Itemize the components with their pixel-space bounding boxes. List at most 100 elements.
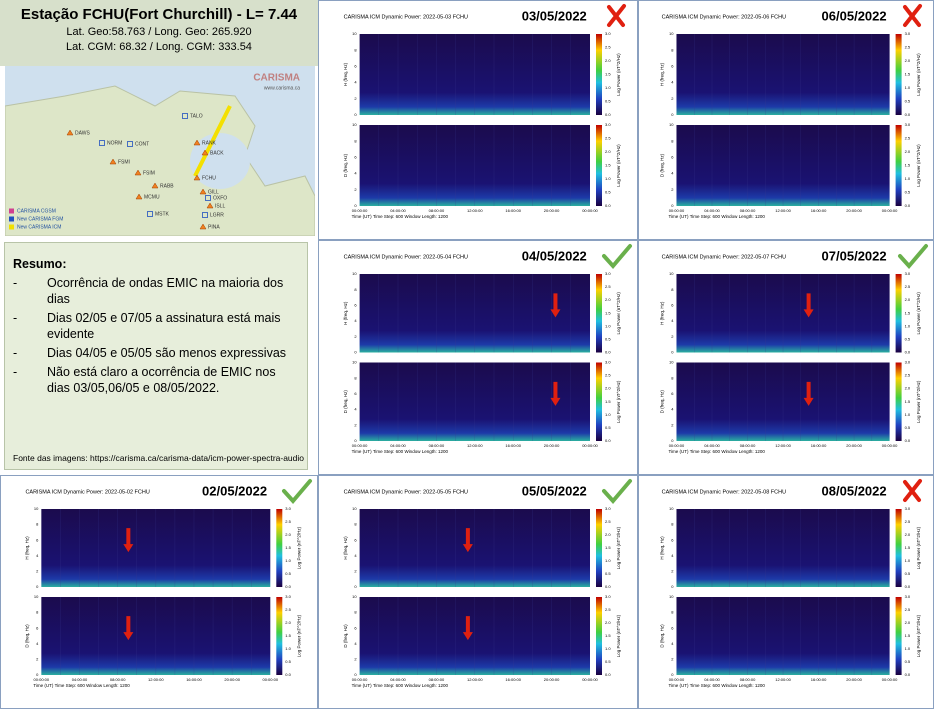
colorbar <box>276 597 283 675</box>
bullet: - <box>13 276 18 290</box>
station-label: RANK <box>202 140 217 146</box>
y-tick: 0 <box>354 112 357 117</box>
colorbar-tick: 1.0 <box>605 176 611 181</box>
colorbar-tick: 3.0 <box>905 122 911 127</box>
y-tick: 6 <box>36 625 39 630</box>
colorbar-tick: 2.5 <box>605 519 611 524</box>
y-axis-title: H (freq, Hz) <box>343 536 348 560</box>
y-axis-title: D (freq, Hz) <box>25 624 30 648</box>
panel-date: 03/05/2022 <box>522 8 587 23</box>
station-marker <box>109 158 117 165</box>
colorbar-tick: 3.0 <box>605 122 611 127</box>
red-arrow <box>803 293 814 318</box>
summary-item: - Não está claro a ocorrência de EMIC nos… <box>13 364 301 396</box>
y-tick: 10 <box>352 271 357 276</box>
x-tick: 12:00:00 <box>148 677 164 682</box>
y-tick: 2 <box>36 568 39 573</box>
station-marker <box>205 195 211 201</box>
item-text: Não está claro a ocorrência de EMIC nos … <box>47 365 276 395</box>
y-tick: 2 <box>354 568 357 573</box>
station-marker <box>127 141 133 147</box>
y-axis-title: H (freq, Hz) <box>343 62 348 86</box>
station-marker <box>99 140 105 146</box>
summary: Resumo: - Ocorrência de ondas EMIC na mai… <box>4 242 308 470</box>
colorbar-tick: 2.5 <box>605 284 611 289</box>
y-tick: 10 <box>669 360 674 365</box>
colorbar-tick: 3.0 <box>605 506 611 511</box>
colorbar <box>895 597 902 675</box>
map: CARISMA www.carisma.ca DAWS NORM CONT TALO R… <box>5 66 315 236</box>
colorbar-tick: 0.0 <box>905 584 911 589</box>
bullet: - <box>13 311 18 325</box>
colorbar-tick: 2.0 <box>905 532 911 537</box>
summary-item: - Ocorrência de ondas EMIC na maioria dos… <box>13 275 301 307</box>
y-tick: 2 <box>671 568 674 573</box>
x-tick: 08:00:00 <box>740 677 756 682</box>
colorbar-tick: 1.5 <box>605 163 611 168</box>
station-label: CONT <box>135 141 149 147</box>
y-tick: 10 <box>352 506 357 511</box>
colorbar-label: Log Power (nT^2/Hz) <box>616 614 621 657</box>
y-axis-title: D (freq, Hz) <box>343 153 348 177</box>
panel-date: 05/05/2022 <box>522 483 587 498</box>
y-tick: 8 <box>671 375 674 380</box>
y-tick: 6 <box>354 63 357 68</box>
colorbar-tick: 2.5 <box>605 607 611 612</box>
y-tick: 4 <box>671 407 674 412</box>
y-tick: 10 <box>669 271 674 276</box>
colorbar-tick: 0.5 <box>905 425 911 430</box>
colorbar-tick: 2.5 <box>905 45 911 50</box>
station-marker <box>66 129 74 136</box>
y-axis-title: D (freq, Hz) <box>660 624 665 648</box>
x-tick: 12:00:00 <box>467 208 483 213</box>
check-mark <box>282 479 312 505</box>
y-tick: 6 <box>354 537 357 542</box>
colorbar-tick: 1.0 <box>905 176 911 181</box>
item-text: Dias 02/05 e 07/05 a assinatura está mai… <box>47 311 281 341</box>
land <box>5 85 315 236</box>
y-tick: 2 <box>354 334 357 339</box>
colorbar-tick: 1.0 <box>905 323 911 328</box>
y-tick: 10 <box>669 31 674 36</box>
y-axis-title: H (freq, Hz) <box>25 536 30 560</box>
legend-label: CARISMA CGSM <box>17 208 56 214</box>
colorbar-tick: 0.5 <box>285 659 291 664</box>
colorbar <box>596 125 602 206</box>
x-tick: 00:00:00 <box>582 443 598 448</box>
x-tick: 12:00:00 <box>467 443 483 448</box>
red-arrow <box>462 528 473 553</box>
colorbar-tick: 0.0 <box>905 672 911 677</box>
x-tick: 00:00:00 <box>882 443 898 448</box>
colorbar-tick: 0.5 <box>605 571 611 576</box>
y-tick: 6 <box>354 154 357 159</box>
summary-item: - Dias 04/05 e 05/05 são menos expressiva… <box>13 345 301 361</box>
station-label: NORM <box>107 140 122 146</box>
check-mark <box>602 479 632 505</box>
y-tick: 4 <box>671 80 674 85</box>
station-label: LGRR <box>210 212 224 218</box>
y-axis-title: H (freq, Hz) <box>660 536 665 560</box>
legend-swatch <box>9 216 14 222</box>
colorbar <box>596 597 602 675</box>
y-tick: 4 <box>671 318 674 323</box>
y-axis-title: D (freq, Hz) <box>343 390 348 414</box>
y-tick: 8 <box>354 610 357 615</box>
x-tick: 00:00:00 <box>263 677 279 682</box>
y-tick: 0 <box>354 438 357 443</box>
colorbar-tick: 0.0 <box>605 584 611 589</box>
colorbar-tick: 1.5 <box>905 545 911 550</box>
x-axis-title: Time (UT) Time Step: 600 Window Length: … <box>668 683 765 688</box>
y-tick: 2 <box>671 422 674 427</box>
x-axis-title: Time (UT) Time Step: 600 Window Length: … <box>352 449 449 454</box>
logo-url: www.carisma.ca <box>264 85 300 91</box>
y-tick: 10 <box>669 506 674 511</box>
coords-geo: Lat. Geo:58.763 / Long. Geo: 265.920 <box>66 26 252 38</box>
colorbar-tick: 0.5 <box>905 571 911 576</box>
colorbar-tick: 0.5 <box>905 659 911 664</box>
colorbar-tick: 1.5 <box>285 545 291 550</box>
colorbar-tick: 2.0 <box>905 297 911 302</box>
station-label: TALO <box>190 113 203 119</box>
y-tick: 4 <box>354 318 357 323</box>
station-marker <box>199 223 207 230</box>
